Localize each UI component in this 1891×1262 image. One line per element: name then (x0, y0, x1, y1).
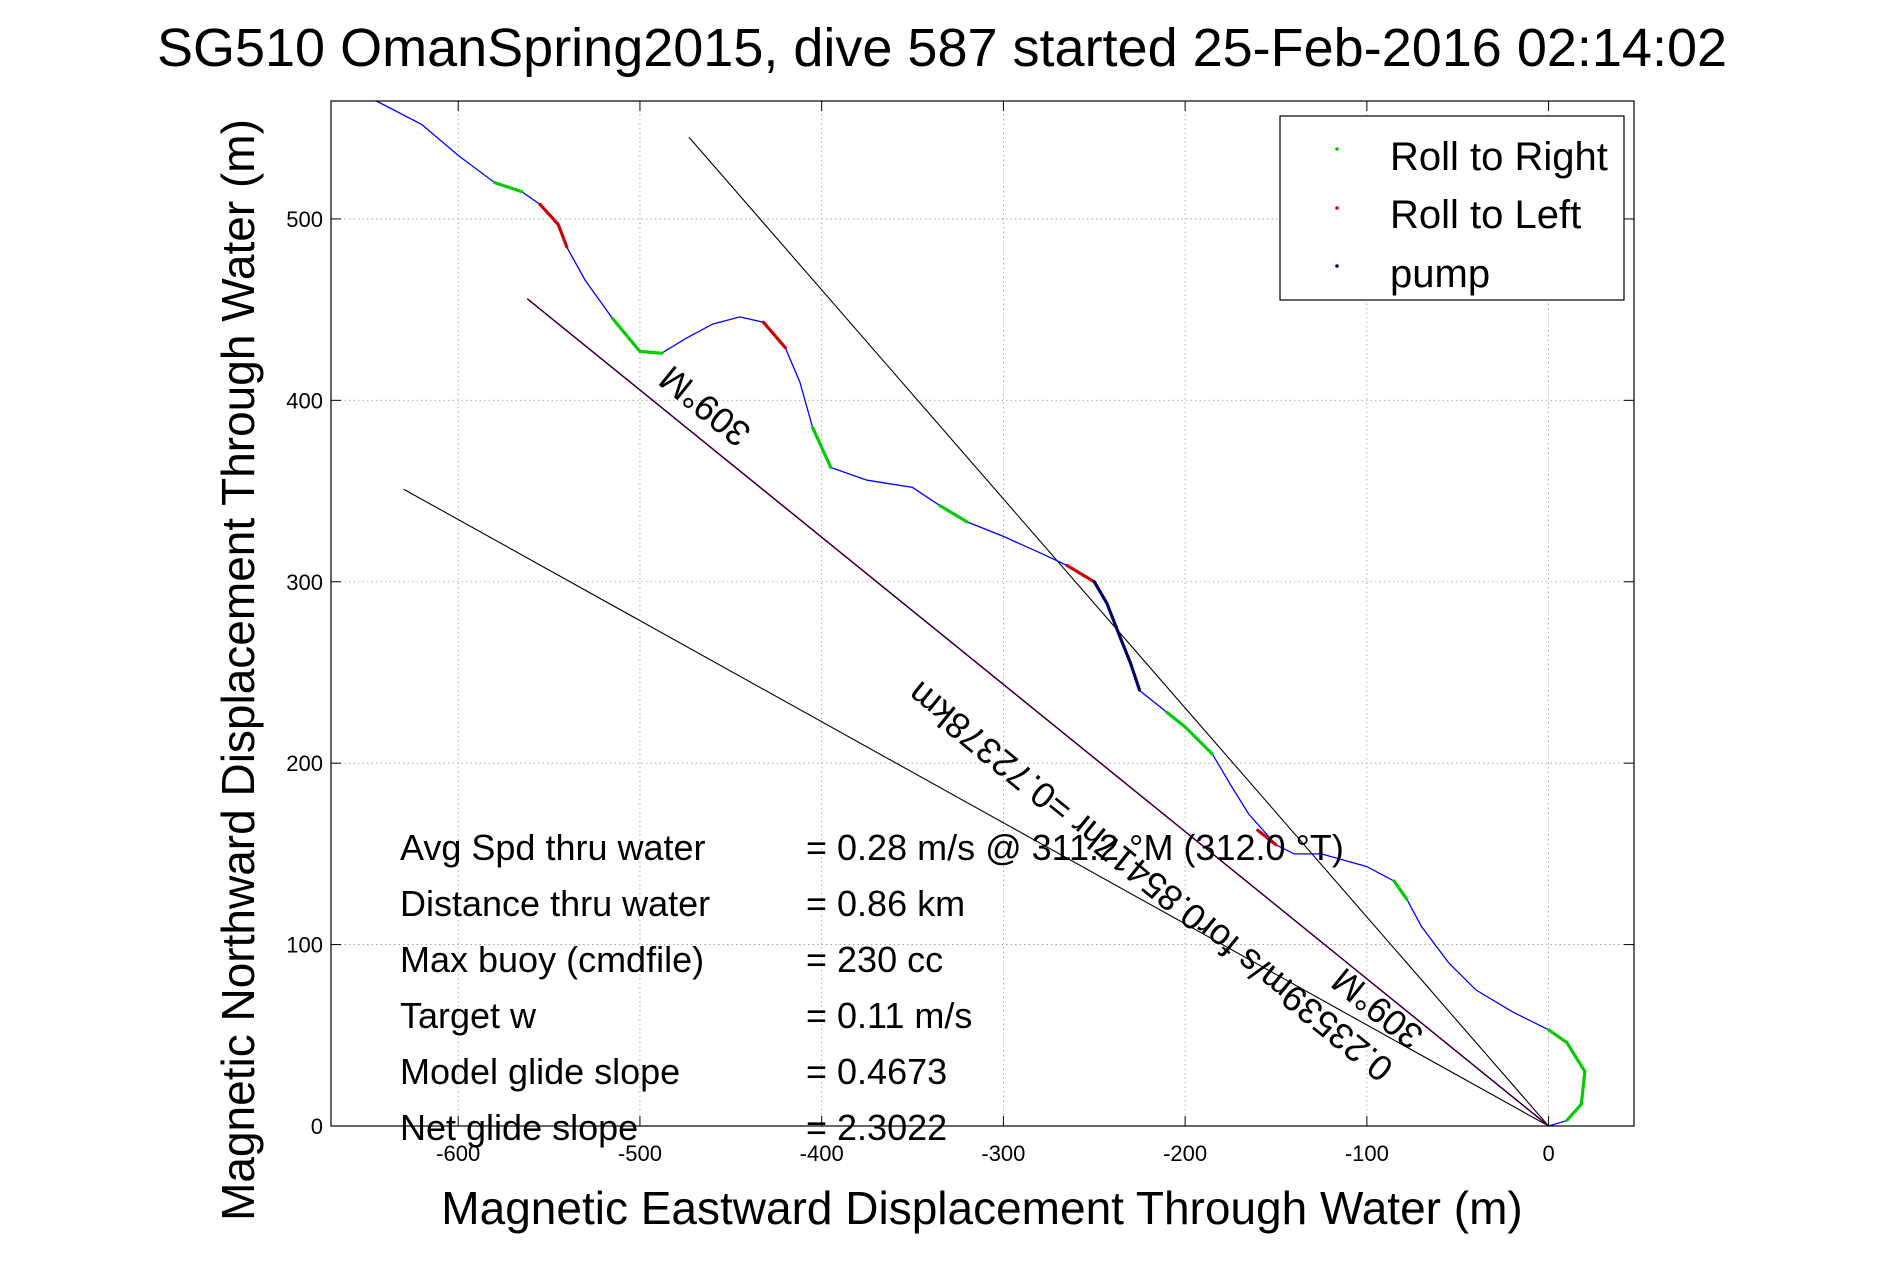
legend-marker-roll-left (1335, 206, 1339, 210)
y-tick-label: 200 (286, 751, 323, 776)
stats-block: Avg Spd thru water = 0.28 m/s @ 311.2 °M … (400, 827, 1344, 1148)
legend-marker-pump (1335, 264, 1339, 268)
reference-lines (403, 136, 1550, 1127)
roll-left-segment (1256, 828, 1278, 847)
y-axis-label: Magnetic Northward Displacement Through … (212, 119, 264, 1221)
x-tick-label: -400 (800, 1141, 844, 1166)
legend: Roll to Right Roll to Left pump (1279, 115, 1625, 301)
stat-value: = 0.11 m/s (806, 995, 972, 1036)
pump-segment (1092, 580, 1142, 693)
stat-value: = 2.3022 (806, 1107, 947, 1148)
roll-right-segment (493, 181, 524, 194)
roll-right-segment (1165, 710, 1215, 756)
roll-left-segment (1065, 563, 1096, 584)
reference-line (403, 488, 1549, 1127)
x-tick-label: 0 (1542, 1141, 1554, 1166)
legend-label-pump: pump (1390, 252, 1490, 296)
roll-left-segment (761, 320, 787, 350)
axis-ticks: -600 -500 -400 -300 -200 -100 0 0 100 200 300 400 50… (286, 101, 1634, 1166)
stat-label: Max buoy (cmdfile) (400, 939, 704, 980)
x-tick-label: -200 (1163, 1141, 1207, 1166)
chart-title: SG510 OmanSpring2015, dive 587 started 2… (157, 18, 1727, 78)
x-axis-label: Magnetic Eastward Displacement Through W… (441, 1182, 1522, 1234)
stat-label: Target w (400, 995, 537, 1036)
stat-value: = 0.4673 (806, 1051, 947, 1092)
legend-label-roll-left: Roll to Left (1390, 193, 1581, 237)
stat-label: Avg Spd thru water (400, 827, 706, 868)
roll-right-segment (611, 317, 664, 355)
legend-marker-roll-right (1335, 147, 1339, 151)
stat-value: = 0.86 km (806, 883, 965, 924)
y-tick-label: 400 (286, 388, 323, 413)
reference-line (526, 298, 1549, 1127)
track (376, 100, 1587, 1127)
y-tick-label: 100 (286, 933, 323, 958)
roll-right-segment (1392, 879, 1409, 901)
x-tick-label: -300 (981, 1141, 1025, 1166)
x-tick-label: -500 (618, 1141, 662, 1166)
roll-right-segment (810, 425, 833, 470)
legend-label-roll-right: Roll to Right (1390, 135, 1608, 179)
stat-value: = 0.28 m/s @ 311.2 °M (312.0 °T) (806, 827, 1344, 868)
roll-right-segment (938, 504, 969, 524)
stat-label: Model glide slope (400, 1051, 680, 1092)
x-tick-label: -100 (1345, 1141, 1389, 1166)
x-tick-label: -600 (436, 1141, 480, 1166)
y-tick-label: 0 (311, 1114, 323, 1139)
stat-label: Net glide slope (400, 1107, 638, 1148)
plot-area-frame (330, 100, 1635, 1127)
stat-label: Distance thru water (400, 883, 710, 924)
stat-value: = 230 cc (806, 939, 943, 980)
y-tick-label: 300 (286, 570, 323, 595)
roll-right-segment (1546, 1028, 1587, 1123)
y-tick-label: 500 (286, 207, 323, 232)
roll-left-segment (538, 202, 569, 250)
